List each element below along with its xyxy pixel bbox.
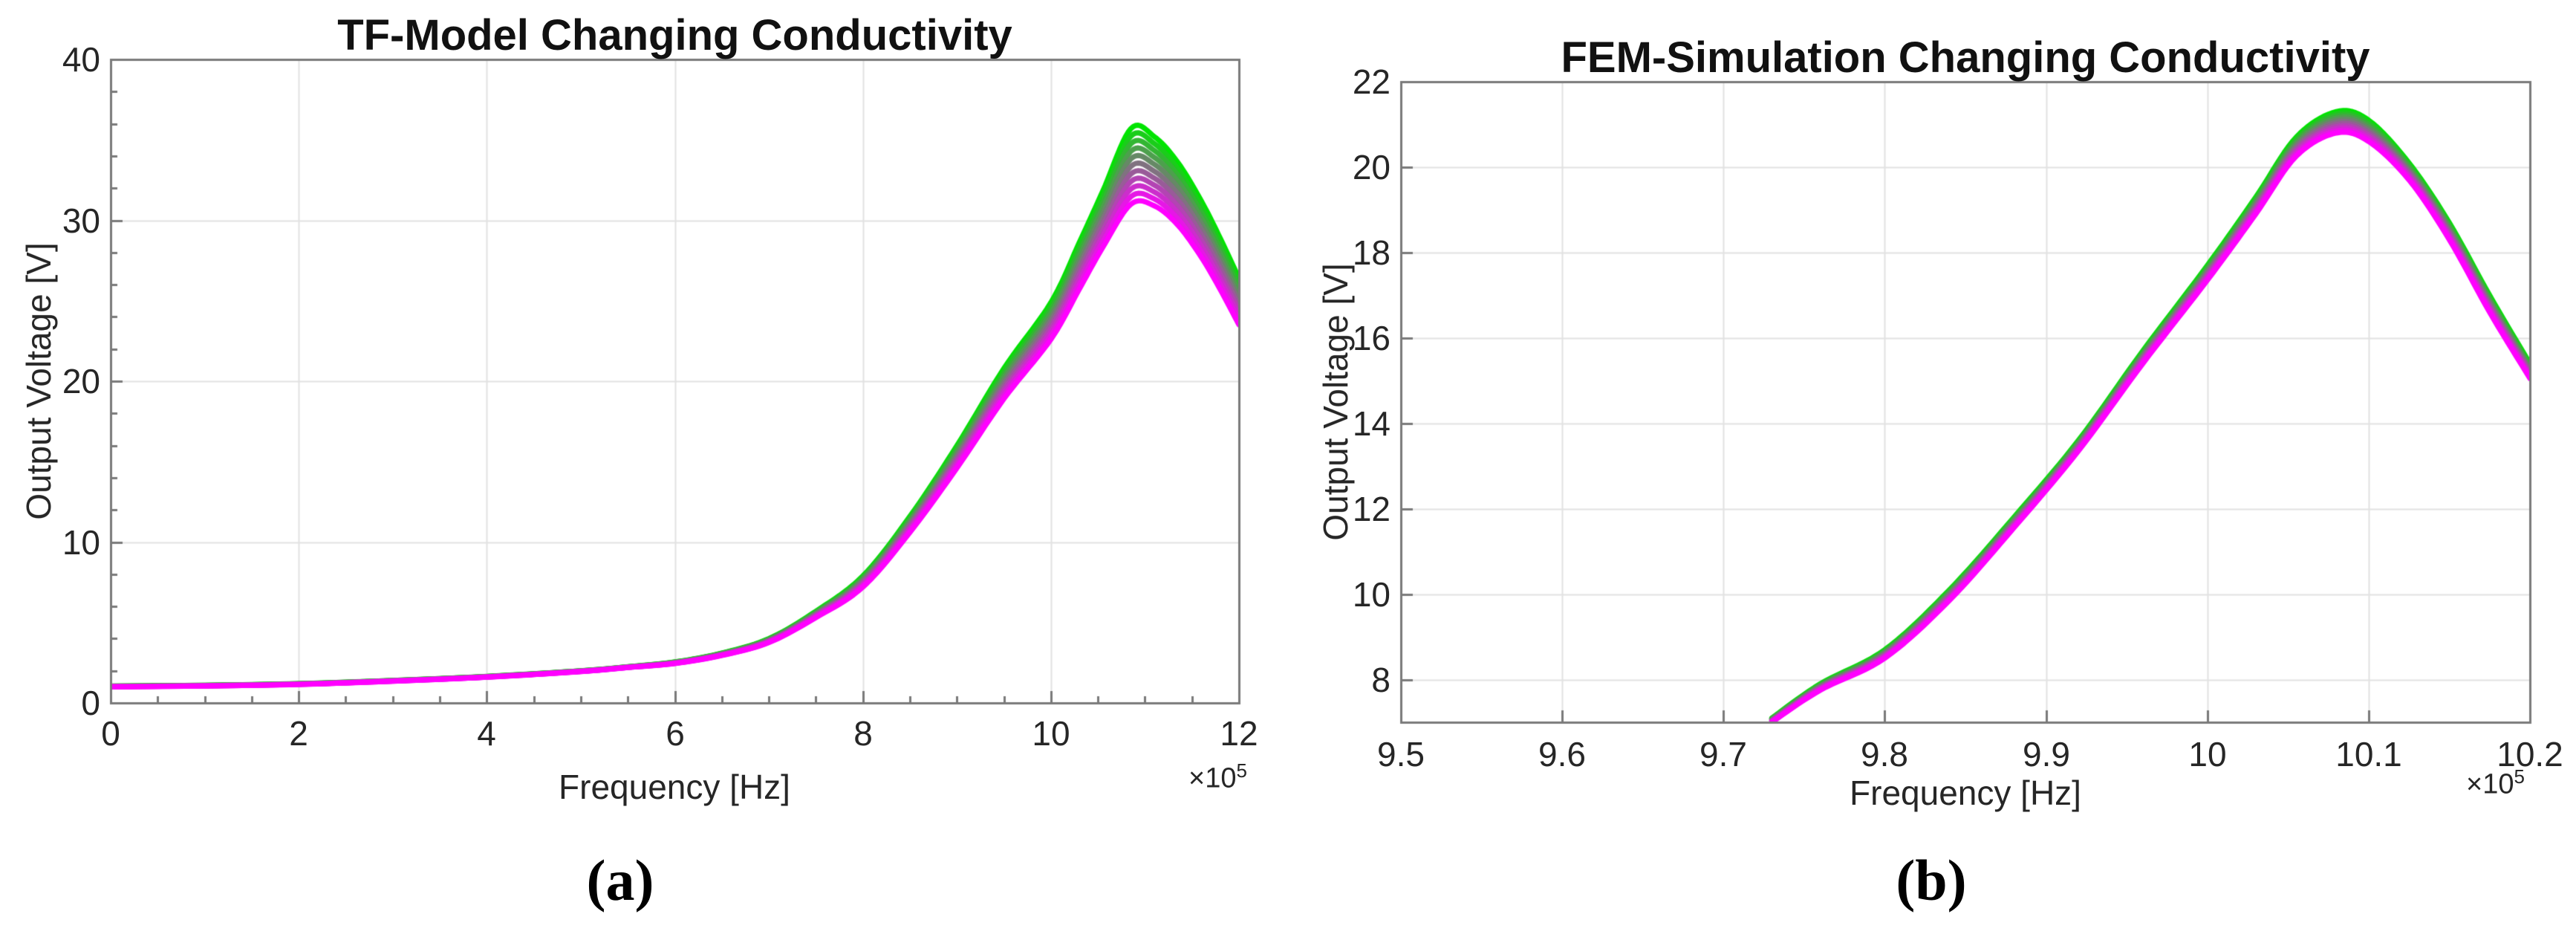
fem-simulation-x-tick-label: 9.9 [2023,735,2070,774]
fem-simulation-x-tick-label: 9.8 [1861,735,1908,774]
fem-simulation-y-tick-label: 18 [1352,233,1391,272]
fem-simulation-y-tick-label: 22 [1352,62,1391,101]
tf-model-x-tick-label: 12 [1220,714,1258,753]
tf-model-y-tick-label: 0 [81,684,100,722]
fem-simulation-x-tick-label: 10 [2188,735,2227,774]
fem-simulation-x-tick-label: 10.1 [2335,735,2402,774]
tf-model-y-tick-label: 20 [62,362,100,401]
tf-model-x-tick-label: 2 [289,714,308,753]
caption-b: (b) [1896,848,1967,912]
fem-simulation-y-tick-label: 8 [1371,661,1391,699]
tf-x-exponent: ×105 [1188,759,1247,794]
tf-model-x-tick-label: 6 [666,714,685,753]
fem-simulation-x-tick-label: 9.5 [1377,735,1425,774]
tf-model-x-tick-label: 0 [101,714,120,753]
fem-x-exponent: ×105 [2466,765,2525,800]
tf-model-y-tick-label: 10 [62,523,100,562]
fem-simulation-y-tick-label: 14 [1352,404,1391,443]
tf-model-y-tick-label: 40 [62,40,100,79]
tf-plot-title: TF-Model Changing Conductivity [337,11,1012,59]
fem-simulation-x-tick-label: 9.6 [1538,735,1586,774]
fem-simulation-y-tick-label: 16 [1352,319,1391,357]
fem-simulation-y-tick-label: 20 [1352,148,1391,187]
fem-simulation-x-tick-label: 10.2 [2497,735,2563,774]
fem-simulation-y-tick-label: 12 [1352,490,1391,528]
fem-xlabel: Frequency [Hz] [1850,774,2081,812]
tf-model-x-tick-label: 4 [477,714,496,753]
tf-model-x-tick-label: 10 [1032,714,1070,753]
caption-a: (a) [586,848,654,912]
tf-xlabel: Frequency [Hz] [559,768,790,806]
tf-model-y-tick-label: 30 [62,201,100,240]
fem-simulation-y-tick-label: 10 [1352,575,1391,614]
fem-plot-title: FEM-Simulation Changing Conductivity [1561,33,2370,82]
fem-simulation-x-tick-label: 9.7 [1700,735,1747,774]
tf-model-x-tick-label: 8 [853,714,873,753]
